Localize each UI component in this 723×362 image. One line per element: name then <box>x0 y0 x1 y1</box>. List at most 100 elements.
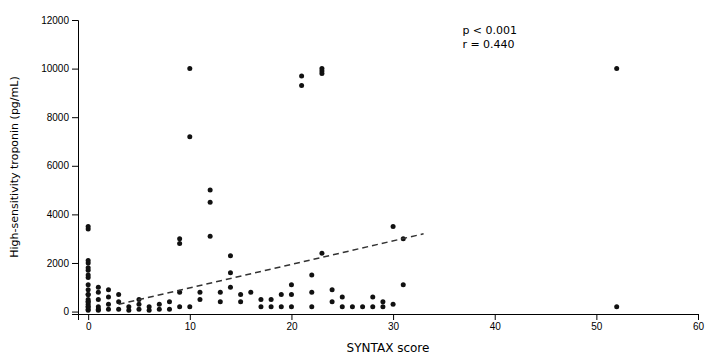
annotation-line: r = 0.440 <box>462 38 514 51</box>
tick-label: 30 <box>388 321 400 332</box>
point <box>86 273 91 278</box>
point <box>106 307 111 312</box>
point <box>208 200 213 205</box>
point <box>86 287 91 292</box>
point <box>319 251 324 256</box>
point <box>380 304 385 309</box>
point <box>309 304 314 309</box>
point <box>116 307 121 312</box>
point <box>370 304 375 309</box>
point <box>157 302 162 307</box>
point <box>167 307 172 312</box>
tick-mark <box>72 214 78 215</box>
point <box>238 299 243 304</box>
annotation: p < 0.001r = 0.440 <box>462 24 517 51</box>
y-axis-title: High-sensitivity troponin (pg/mL) <box>8 76 21 257</box>
tick-mark <box>190 314 191 320</box>
point <box>299 83 304 88</box>
point <box>360 304 365 309</box>
point <box>340 304 345 309</box>
point <box>167 299 172 304</box>
tick-mark <box>596 314 597 320</box>
point <box>86 292 91 297</box>
tick-label: 2000 <box>47 258 70 269</box>
point <box>370 294 375 299</box>
point <box>279 304 284 309</box>
point <box>197 290 202 295</box>
point <box>248 290 253 295</box>
point <box>86 299 91 304</box>
tick-mark <box>72 263 78 264</box>
point <box>380 299 385 304</box>
point <box>86 304 91 309</box>
point <box>289 292 294 297</box>
annotation-line: p < 0.001 <box>462 24 517 37</box>
point <box>157 307 162 312</box>
point <box>309 273 314 278</box>
tick-label: 20 <box>286 321 298 332</box>
tick: 12000 <box>41 15 78 26</box>
tick-label: 8000 <box>47 112 70 123</box>
point <box>319 66 324 71</box>
point <box>177 304 182 309</box>
point <box>208 234 213 239</box>
tick-mark <box>291 314 292 320</box>
tick-label: 0 <box>86 321 92 332</box>
tick-mark <box>72 20 78 21</box>
point <box>187 304 192 309</box>
point <box>126 304 131 309</box>
point <box>330 299 335 304</box>
point <box>136 302 141 307</box>
point <box>269 304 274 309</box>
point <box>177 236 182 241</box>
tick-label: 50 <box>591 321 603 332</box>
tick: 20 <box>286 314 298 332</box>
tick-mark <box>698 314 699 320</box>
plot: 0102030405060020004000600080001000012000… <box>8 15 704 355</box>
point <box>218 299 223 304</box>
trend-line <box>119 234 424 304</box>
tick-mark <box>393 314 394 320</box>
point <box>340 294 345 299</box>
point <box>197 297 202 302</box>
axis-line <box>79 315 699 321</box>
point <box>228 270 233 275</box>
tick-mark <box>72 166 78 167</box>
point <box>401 282 406 287</box>
point <box>116 292 121 297</box>
tick-label: 12000 <box>41 15 69 26</box>
tick-label: 0 <box>63 306 69 317</box>
marks <box>86 66 620 313</box>
point <box>238 292 243 297</box>
x-axis-title: SYNTAX score <box>347 341 430 355</box>
tick-mark <box>72 312 78 313</box>
tick-mark <box>72 69 78 70</box>
tick-mark <box>72 117 78 118</box>
point <box>96 304 101 309</box>
tick-mark <box>88 314 89 320</box>
tick: 40 <box>490 314 502 332</box>
tick: 4000 <box>47 209 78 220</box>
tick-label: 10000 <box>41 63 69 74</box>
point <box>309 290 314 295</box>
chart: 0102030405060020004000600080001000012000… <box>0 0 723 362</box>
point <box>86 265 91 270</box>
tick: 2000 <box>47 258 78 269</box>
point <box>391 224 396 229</box>
point <box>228 285 233 290</box>
point <box>319 71 324 76</box>
point <box>614 66 619 71</box>
point <box>177 241 182 246</box>
point <box>218 290 223 295</box>
tick: 10000 <box>41 63 78 74</box>
point <box>86 292 91 297</box>
point <box>258 304 263 309</box>
tick: 0 <box>86 314 92 332</box>
tick: 8000 <box>47 112 78 123</box>
point <box>106 294 111 299</box>
point <box>96 297 101 302</box>
point <box>289 304 294 309</box>
x-axis: 0102030405060 <box>79 314 705 332</box>
tick-label: 10 <box>185 321 197 332</box>
tick-label: 6000 <box>47 160 70 171</box>
